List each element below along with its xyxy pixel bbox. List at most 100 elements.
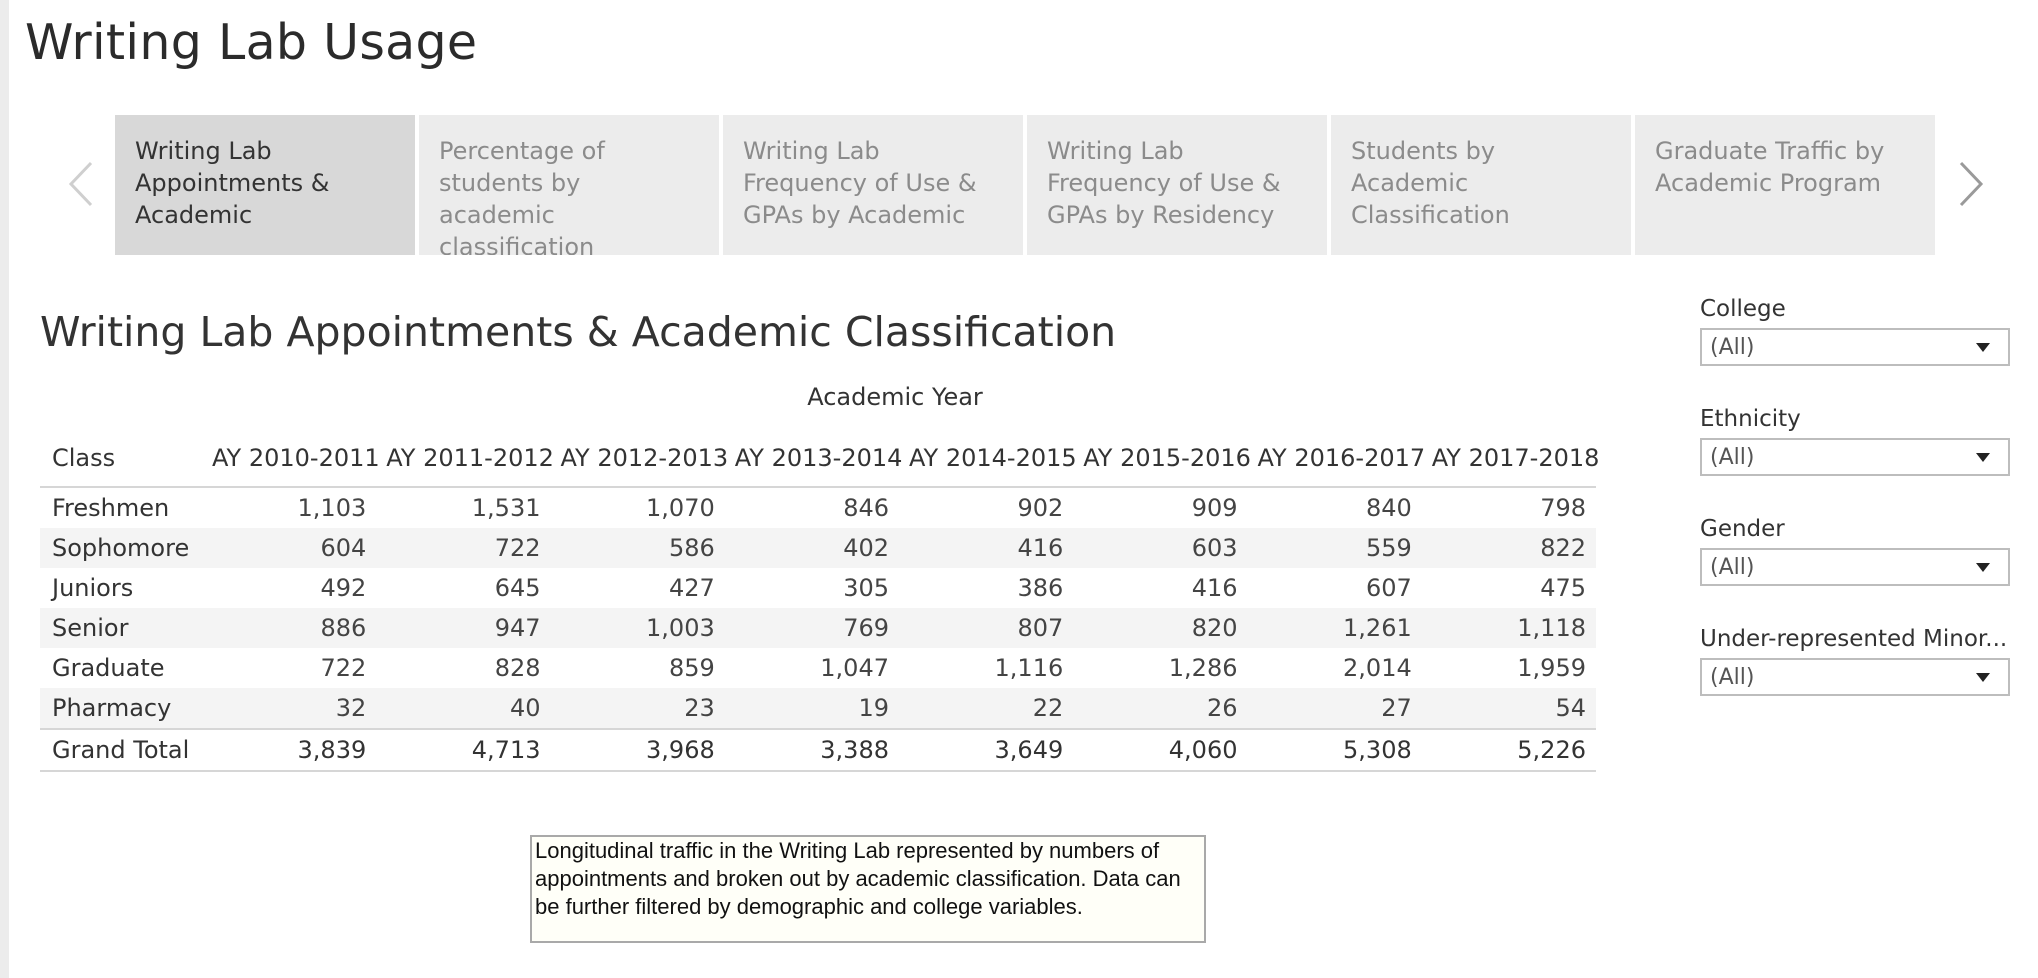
total-cell: 3,839 <box>297 736 367 764</box>
description-note: Longitudinal traffic in the Writing Lab … <box>530 835 1206 943</box>
total-cell: 4,713 <box>471 736 541 764</box>
ethnicity-dropdown[interactable]: (All) <box>1700 438 2010 476</box>
row-label: Grand Total <box>52 736 190 764</box>
total-cell: 5,226 <box>1517 736 1586 764</box>
column-group-header: Academic Year <box>807 383 983 411</box>
table-row: Graduate 722 828 859 1,047 1,116 1,286 2,014 1,9… <box>40 648 1596 688</box>
report-title: Writing Lab Appointments & Academic Clas… <box>40 308 1117 356</box>
table-row: Pharmacy 32 40 23 19 22 26 27 54 <box>40 688 1596 729</box>
table-cell: 722 <box>494 534 541 562</box>
table-cell: 40 <box>509 694 541 722</box>
filter-underrepresented-minority: Under-represented Minor... (All) <box>1700 624 2010 696</box>
table-cell: 54 <box>1555 694 1586 722</box>
table-cell: 1,531 <box>471 494 541 522</box>
table-cell: 769 <box>843 614 889 642</box>
filter-gender: Gender (All) <box>1700 514 2010 586</box>
story-tabs: Writing Lab Appointments & Academic Perc… <box>115 115 1935 255</box>
dropdown-value: (All) <box>1710 554 1755 580</box>
caret-down-icon <box>1976 452 1990 462</box>
chevron-left-icon <box>68 161 93 207</box>
dropdown-value: (All) <box>1710 664 1755 690</box>
table-cell: 27 <box>1381 694 1412 722</box>
table-row: Juniors 492 645 427 305 386 416 607 475 <box>40 568 1596 608</box>
column-header-year: AY 2014-2015 <box>909 444 1077 472</box>
table-cell: 402 <box>843 534 889 562</box>
college-dropdown[interactable]: (All) <box>1700 328 2010 366</box>
total-cell: 5,308 <box>1343 736 1412 764</box>
table-cell: 1,261 <box>1343 614 1412 642</box>
table-cell: 909 <box>1191 494 1238 522</box>
table-cell: 19 <box>858 694 889 722</box>
tab-appointments-academic[interactable]: Writing Lab Appointments & Academic <box>115 115 415 255</box>
carousel-prev-button[interactable] <box>60 158 100 210</box>
table-cell: 1,103 <box>297 494 367 522</box>
table-cell: 1,118 <box>1517 614 1586 642</box>
table-cell: 427 <box>668 574 715 602</box>
table-header-row: Class AY 2010-2011 AY 2011-2012 AY 2012-… <box>40 380 1599 487</box>
dropdown-value: (All) <box>1710 444 1755 470</box>
underrepresented-minority-dropdown[interactable]: (All) <box>1700 658 2010 696</box>
appointments-table: Class AY 2010-2011 AY 2011-2012 AY 2012-… <box>40 380 1599 772</box>
table-cell: 840 <box>1365 494 1412 522</box>
tab-frequency-gpa-residency[interactable]: Writing Lab Frequency of Use & GPAs by R… <box>1027 115 1327 255</box>
tab-graduate-traffic[interactable]: Graduate Traffic by Academic Program <box>1635 115 1935 255</box>
filter-ethnicity: Ethnicity (All) <box>1700 404 2010 476</box>
column-header-year: AY 2016-2017 <box>1257 444 1426 472</box>
table-cell: 798 <box>1540 494 1586 522</box>
page-title: Writing Lab Usage <box>25 14 478 71</box>
table-cell: 1,116 <box>994 654 1064 682</box>
table-cell: 828 <box>494 654 541 682</box>
table-cell: 603 <box>1191 534 1238 562</box>
table-cell: 1,286 <box>1168 654 1238 682</box>
table-cell: 645 <box>494 574 541 602</box>
table-row: Sophomore 604 722 586 402 416 603 559 822 <box>40 528 1596 568</box>
row-label: Senior <box>52 614 129 642</box>
table-cell: 859 <box>668 654 715 682</box>
total-cell: 3,649 <box>994 736 1064 764</box>
table-cell: 26 <box>1206 694 1238 722</box>
table-cell: 820 <box>1191 614 1238 642</box>
filter-label: Gender <box>1700 516 1785 542</box>
filter-label: Under-represented Minor... <box>1700 626 2008 652</box>
tab-frequency-gpa-academic[interactable]: Writing Lab Frequency of Use & GPAs by A… <box>723 115 1023 255</box>
table-cell: 722 <box>320 654 367 682</box>
total-cell: 4,060 <box>1168 736 1238 764</box>
table-cell: 607 <box>1365 574 1412 602</box>
table-cell: 1,003 <box>646 614 715 642</box>
filter-college: College (All) <box>1700 294 2010 366</box>
table-cell: 1,047 <box>820 654 889 682</box>
column-header-year: AY 2012-2013 <box>560 444 729 472</box>
filter-label: Ethnicity <box>1700 406 1801 432</box>
table-cell: 492 <box>320 574 367 602</box>
row-label: Juniors <box>52 574 134 602</box>
caret-down-icon <box>1976 562 1990 572</box>
table-cell: 947 <box>494 614 541 642</box>
tab-percentage-students[interactable]: Percentage of students by academic class… <box>419 115 719 255</box>
table-cell: 2,014 <box>1343 654 1412 682</box>
table-cell: 386 <box>1017 574 1064 602</box>
table-cell: 22 <box>1032 694 1064 722</box>
table-cell: 559 <box>1365 534 1412 562</box>
table-cell: 1,070 <box>646 494 715 522</box>
row-label: Sophomore <box>52 534 190 562</box>
table-cell: 23 <box>684 694 715 722</box>
column-header-class: Class <box>52 444 116 472</box>
table-cell: 416 <box>1191 574 1238 602</box>
column-header-year: AY 2015-2016 <box>1083 444 1251 472</box>
column-header-year: AY 2013-2014 <box>734 444 903 472</box>
gender-dropdown[interactable]: (All) <box>1700 548 2010 586</box>
total-cell: 3,968 <box>646 736 715 764</box>
filter-label: College <box>1700 296 1786 322</box>
caret-down-icon <box>1976 672 1990 682</box>
table-cell: 846 <box>843 494 889 522</box>
row-label: Freshmen <box>52 494 170 522</box>
table-row: Senior 886 947 1,003 769 807 820 1,261 1,118 <box>40 608 1596 648</box>
carousel-next-button[interactable] <box>1952 158 1992 210</box>
tab-students-by-classification[interactable]: Students by Academic Classification <box>1331 115 1631 255</box>
table-cell: 32 <box>335 694 367 722</box>
table-cell: 586 <box>668 534 715 562</box>
table-cell: 416 <box>1017 534 1064 562</box>
table-cell: 305 <box>843 574 889 602</box>
table-row: Freshmen 1,103 1,531 1,070 846 902 909 840 798 <box>40 487 1596 528</box>
column-header-year: AY 2011-2012 <box>386 444 554 472</box>
